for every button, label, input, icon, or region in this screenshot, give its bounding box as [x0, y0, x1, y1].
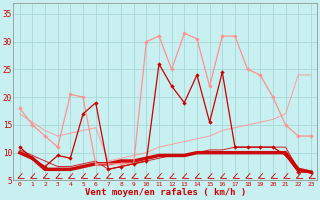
- X-axis label: Vent moyen/en rafales ( km/h ): Vent moyen/en rafales ( km/h ): [85, 188, 246, 197]
